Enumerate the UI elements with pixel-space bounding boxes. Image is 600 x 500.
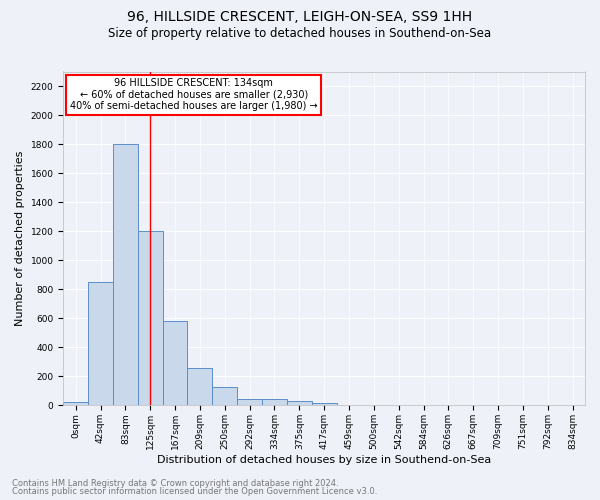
Bar — [262, 399, 287, 406]
Text: Size of property relative to detached houses in Southend-on-Sea: Size of property relative to detached ho… — [109, 28, 491, 40]
Text: Contains public sector information licensed under the Open Government Licence v3: Contains public sector information licen… — [12, 487, 377, 496]
Text: Contains HM Land Registry data © Crown copyright and database right 2024.: Contains HM Land Registry data © Crown c… — [12, 478, 338, 488]
Bar — [237, 399, 262, 406]
Text: 96 HILLSIDE CRESCENT: 134sqm
← 60% of detached houses are smaller (2,930)
40% of: 96 HILLSIDE CRESCENT: 134sqm ← 60% of de… — [70, 78, 317, 112]
Bar — [63, 402, 88, 406]
Bar — [187, 368, 212, 406]
Y-axis label: Number of detached properties: Number of detached properties — [15, 151, 25, 326]
Text: 96, HILLSIDE CRESCENT, LEIGH-ON-SEA, SS9 1HH: 96, HILLSIDE CRESCENT, LEIGH-ON-SEA, SS9… — [127, 10, 473, 24]
Bar — [138, 231, 163, 406]
Bar — [113, 144, 138, 406]
Bar — [88, 282, 113, 406]
Bar — [312, 403, 337, 406]
X-axis label: Distribution of detached houses by size in Southend-on-Sea: Distribution of detached houses by size … — [157, 455, 491, 465]
Bar — [163, 321, 187, 406]
Bar — [287, 402, 312, 406]
Bar — [212, 386, 237, 406]
